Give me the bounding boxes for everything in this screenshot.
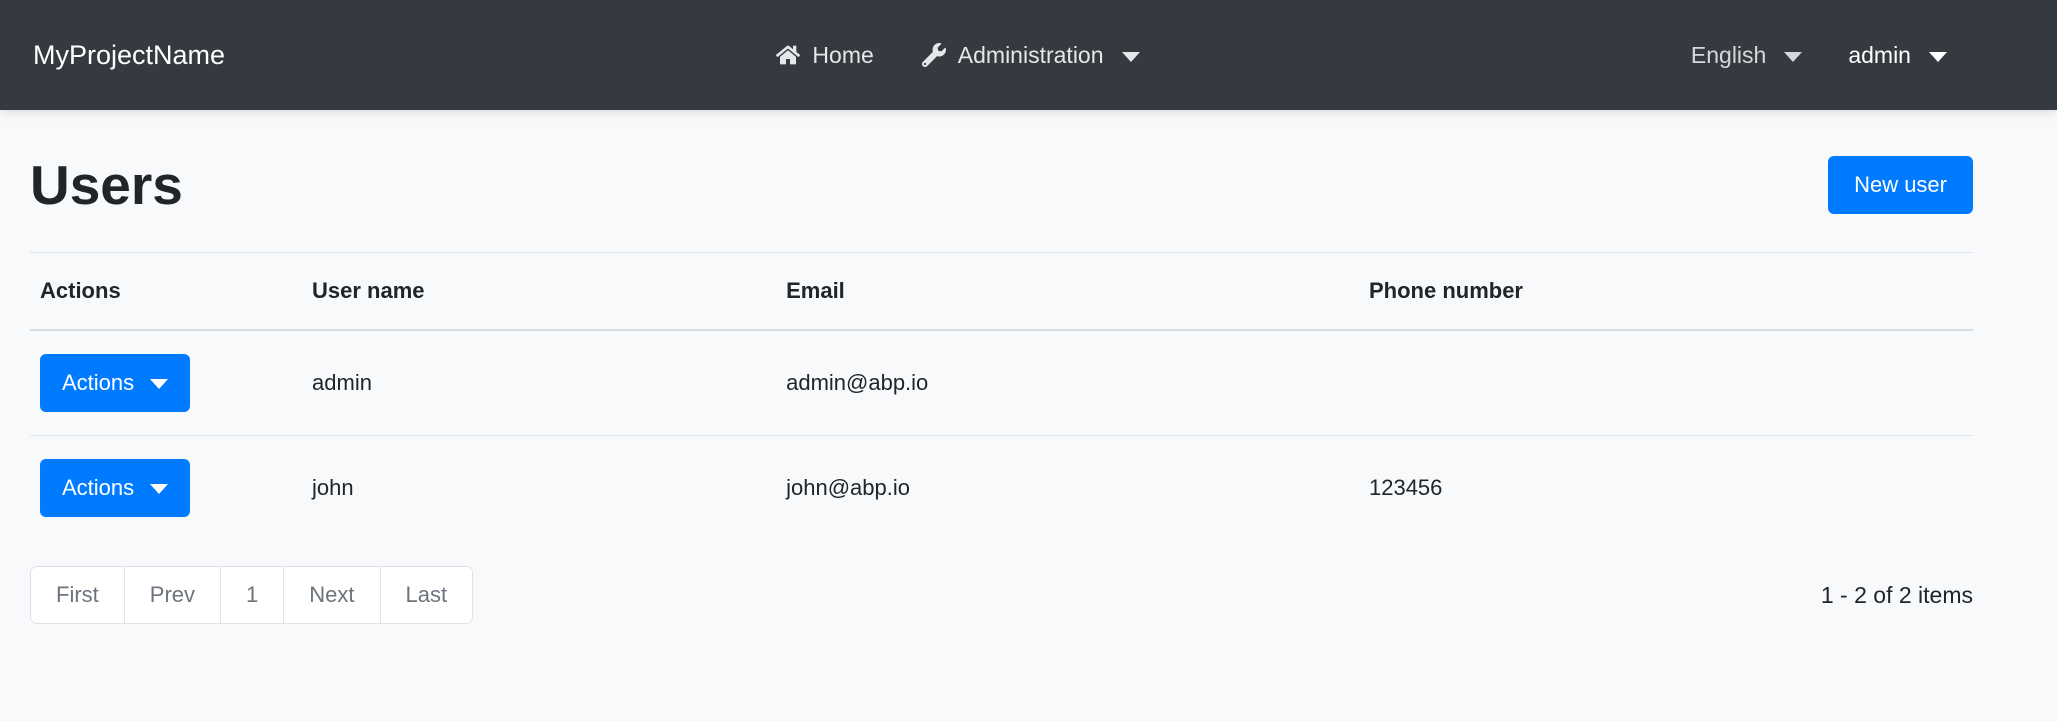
cell-email: admin@abp.io (786, 370, 929, 395)
page-content: Users New user Actions User name Email P… (30, 152, 1973, 624)
language-dropdown[interactable]: English (1690, 41, 1803, 69)
cell-phone (1359, 330, 1973, 436)
cell-username: john (302, 435, 777, 540)
page-title: Users (30, 154, 183, 216)
cell-email: john@abp.io (776, 435, 1359, 540)
chevron-down-icon (150, 379, 169, 389)
chevron-down-icon (1784, 52, 1803, 62)
row-actions-label: Actions (62, 370, 135, 395)
cell-phone: 123456 (1358, 435, 1973, 540)
users-table: Actions User name Email Phone number Act… (30, 252, 1973, 540)
items-count-summary: 1 - 2 of 2 items (1820, 581, 1973, 608)
chevron-down-icon (1121, 52, 1140, 62)
new-user-button[interactable]: New user (1828, 156, 1973, 214)
users-table-header: Actions User name Email Phone number (30, 252, 1973, 331)
wrench-icon (921, 43, 946, 67)
pagination-next[interactable]: Next (283, 567, 380, 623)
nav-item-administration[interactable]: Administration (921, 41, 1140, 69)
column-header-email: Email (776, 252, 1359, 331)
nav-item-home[interactable]: Home (776, 41, 874, 69)
pagination: First Prev 1 Next Last (30, 566, 474, 624)
language-label: English (1690, 41, 1767, 68)
pagination-last[interactable]: Last (379, 567, 473, 623)
row-actions-dropdown-button[interactable]: Actions (40, 354, 191, 412)
table-row: Actions john john@abp.io 123456 (30, 435, 1973, 540)
chevron-down-icon (150, 484, 169, 494)
nav-item-home-label: Home (812, 41, 874, 68)
navbar-right: English admin (1691, 42, 1947, 69)
pagination-page-1[interactable]: 1 (220, 567, 284, 623)
brand-link[interactable]: MyProjectName (33, 39, 226, 70)
main-menu: Home Administration (776, 41, 1140, 69)
home-icon (776, 43, 801, 67)
chevron-down-icon (1928, 52, 1947, 62)
column-header-phone: Phone number (1358, 252, 1973, 331)
cell-username: admin (312, 370, 372, 395)
column-header-actions: Actions (30, 252, 303, 331)
user-menu-dropdown[interactable]: admin (1848, 42, 1947, 69)
column-header-username: User name (302, 252, 777, 331)
table-footer: First Prev 1 Next Last 1 - 2 of 2 items (30, 566, 1973, 624)
current-user-label: admin (1848, 41, 1911, 68)
page-header: Users New user (30, 152, 1973, 218)
table-row: Actions admin admin@abp.io (30, 330, 1973, 436)
top-navbar: MyProjectName Home Administration Englis… (0, 0, 2057, 110)
pagination-first[interactable]: First (31, 567, 124, 623)
row-actions-dropdown-button[interactable]: Actions (40, 459, 191, 517)
pagination-prev[interactable]: Prev (123, 567, 221, 623)
nav-item-administration-label: Administration (957, 41, 1104, 68)
row-actions-label: Actions (62, 475, 135, 500)
